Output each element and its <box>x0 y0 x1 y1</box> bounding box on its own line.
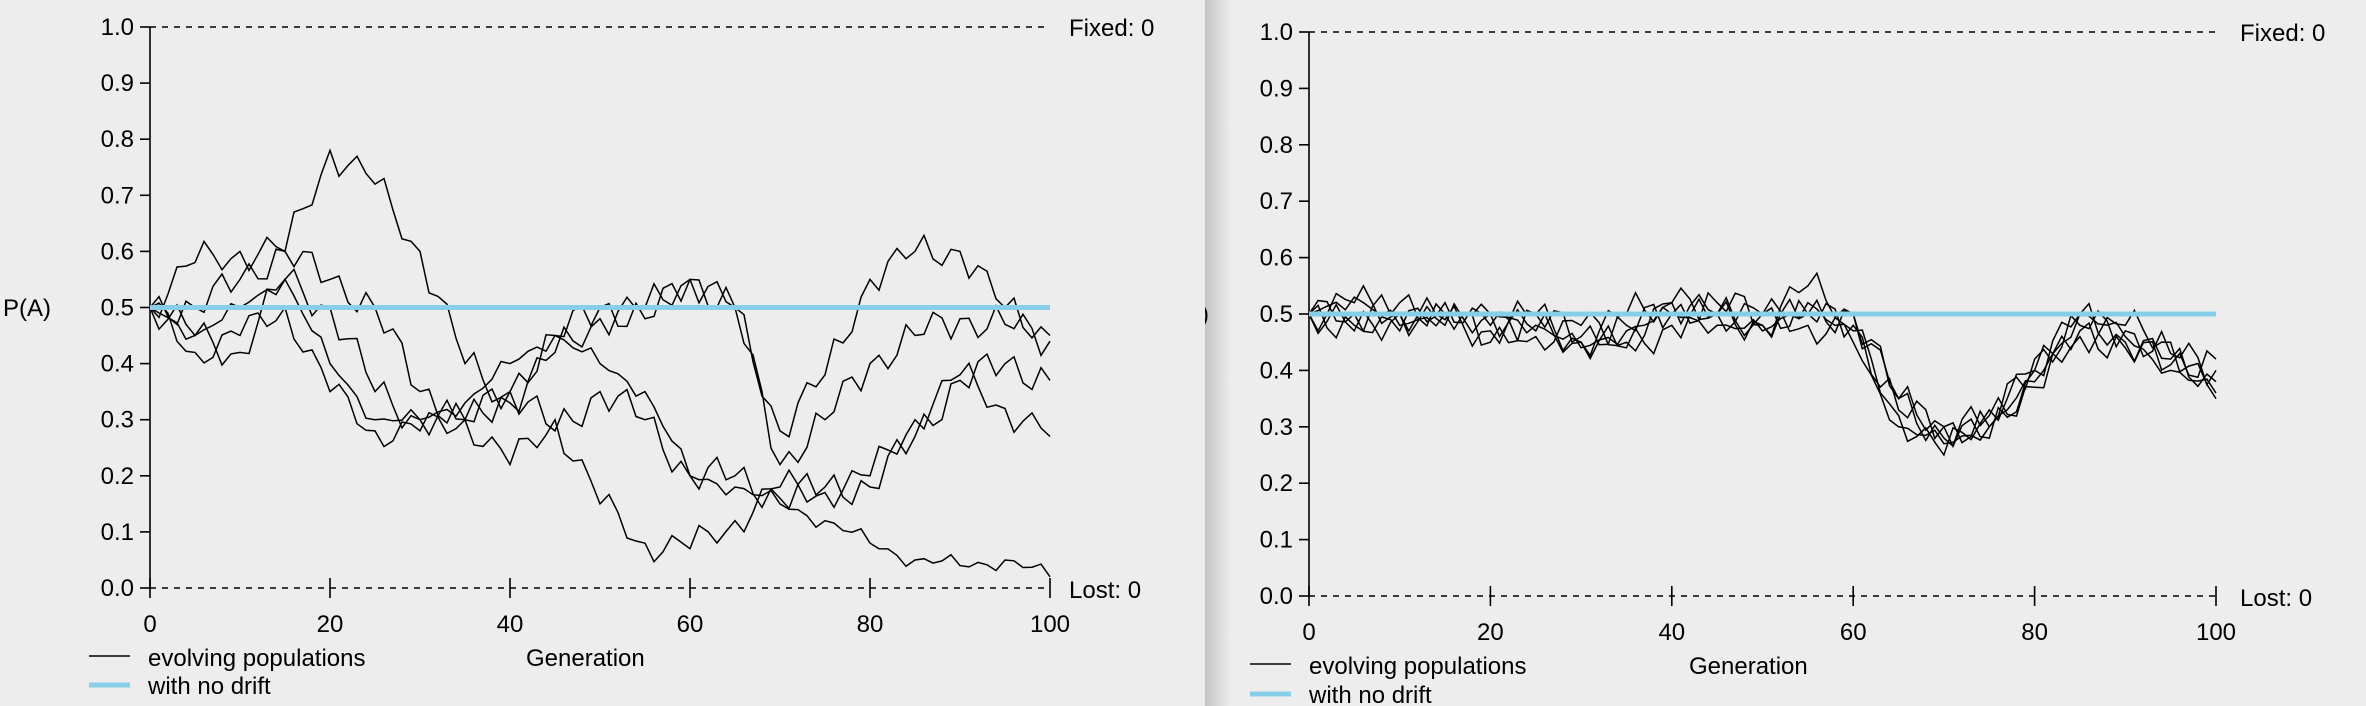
y-tick-label: 0.9 <box>101 70 134 97</box>
panel-divider-shadow <box>1205 0 1231 706</box>
x-tick-label: 40 <box>1658 619 1685 646</box>
y-tick-label: 0.4 <box>101 351 134 378</box>
x-tick-label: 40 <box>497 611 524 638</box>
y-tick-label: 0.2 <box>1260 470 1293 497</box>
chart-panel-left: 0.0 0.1 0.2 0.3 0.4 0.5 0.6 0.7 0.8 0.9 1.0 0 20 40 60… <box>3 14 1155 700</box>
x-tick-label: 20 <box>317 611 344 638</box>
x-axis-label: Generation <box>1689 653 1808 680</box>
y-tick-label: 0.7 <box>101 182 134 209</box>
y-tick-label: 0.3 <box>101 407 134 434</box>
fixed-label: Fixed: 0 <box>1069 15 1154 42</box>
lost-label: Lost: 0 <box>1069 577 1141 604</box>
chart-panel-right: 0.0 0.1 0.2 0.3 0.4 0.5 0.6 0.7 0.8 0.9 1.0 0 20 40 60… <box>1205 0 2366 706</box>
x-tick-label: 60 <box>1840 619 1867 646</box>
series-line-population-5 <box>149 267 1051 510</box>
y-tick-label: 0.6 <box>101 238 134 265</box>
lost-label: Lost: 0 <box>2240 585 2312 612</box>
legend-label-evolving: evolving populations <box>1309 653 1527 680</box>
chart-right: 0.0 0.1 0.2 0.3 0.4 0.5 0.6 0.7 0.8 0.9 1.0 0 20 40 60… <box>1205 19 2325 706</box>
x-tick-label: 60 <box>677 611 704 638</box>
y-tick-label: 0.5 <box>101 295 134 322</box>
legend-label-evolving: evolving populations <box>148 645 366 672</box>
x-tick-label: 100 <box>2196 619 2236 646</box>
series-line-population-2 <box>149 248 1051 467</box>
y-tick-label: 0.1 <box>1260 527 1293 554</box>
y-tick-label: 0.0 <box>101 575 134 602</box>
y-tick-label: 0.9 <box>1260 75 1293 102</box>
x-tick-label: 100 <box>1030 611 1070 638</box>
x-tick-label: 0 <box>143 611 156 638</box>
legend-label-no-drift: with no drift <box>147 673 271 700</box>
x-axis-label: Generation <box>526 645 645 672</box>
y-tick-label: 0.8 <box>1260 132 1293 159</box>
series-line-population-1 <box>149 148 1051 438</box>
y-tick-label: 0.3 <box>1260 414 1293 441</box>
series-line-population-4 <box>149 302 1051 564</box>
y-tick-label: 0.6 <box>1260 245 1293 272</box>
fixed-label: Fixed: 0 <box>2240 20 2325 47</box>
y-tick-label: 0.1 <box>101 519 134 546</box>
y-tick-label: 0.8 <box>101 126 134 153</box>
x-tick-label: 20 <box>1477 619 1504 646</box>
y-axis-label: P(A) <box>3 295 51 322</box>
y-tick-label: 0.5 <box>1260 301 1293 328</box>
x-tick-label: 80 <box>2021 619 2048 646</box>
x-tick-label: 0 <box>1302 619 1315 646</box>
series-line-population-1 <box>1308 271 2217 449</box>
y-tick-label: 1.0 <box>101 14 134 41</box>
series-line-population-5 <box>1308 296 2217 448</box>
series-line-population-3 <box>149 277 1051 578</box>
y-tick-label: 0.4 <box>1260 357 1293 384</box>
y-tick-label: 0.2 <box>101 463 134 490</box>
chart-left: 0.0 0.1 0.2 0.3 0.4 0.5 0.6 0.7 0.8 0.9 1.0 0 20 40 60… <box>3 14 1154 700</box>
y-tick-label: 0.0 <box>1260 583 1293 610</box>
y-tick-label: 1.0 <box>1260 19 1293 46</box>
x-tick-label: 80 <box>857 611 884 638</box>
y-tick-label: 0.7 <box>1260 188 1293 215</box>
y-axis-label: ) <box>1205 301 1209 328</box>
legend-label-no-drift: with no drift <box>1308 682 1432 706</box>
